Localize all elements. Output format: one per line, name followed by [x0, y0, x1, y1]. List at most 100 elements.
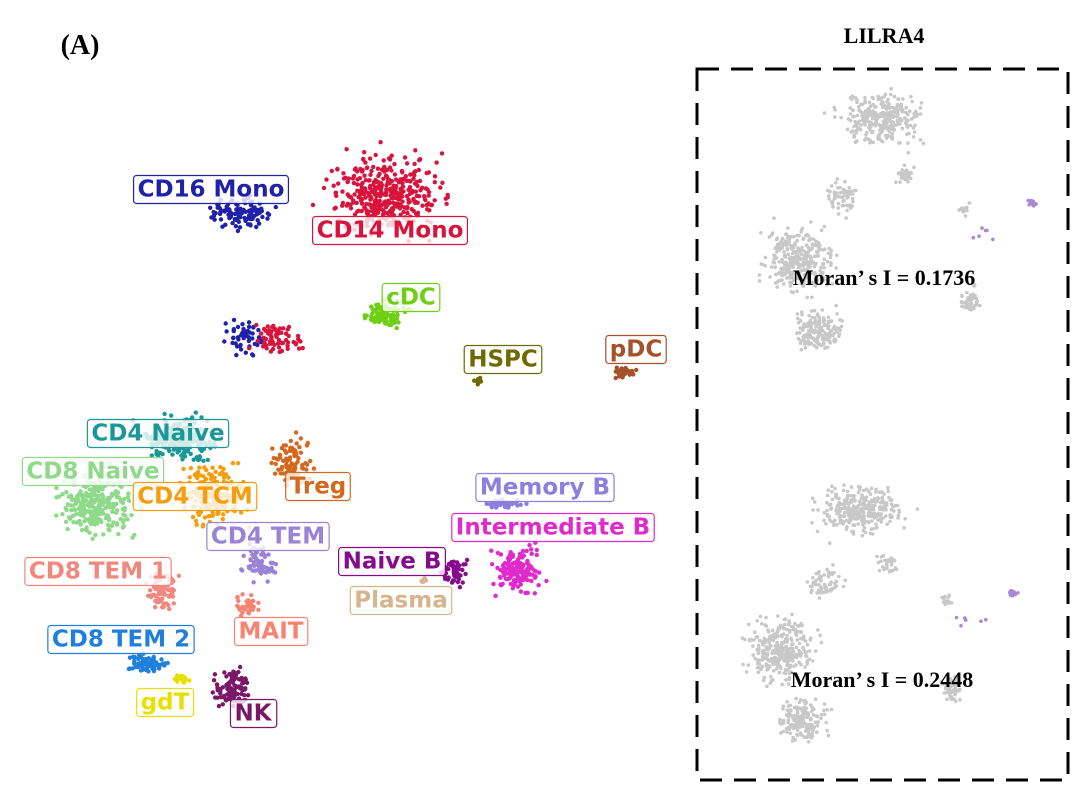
- cell-dot: [156, 596, 161, 602]
- cell-dot: [616, 371, 621, 376]
- cell-dot: [255, 338, 260, 344]
- cell-dot: [297, 445, 302, 450]
- cell-dot: [246, 335, 251, 340]
- cell-dot: [854, 123, 858, 127]
- cell-dot: [833, 486, 837, 491]
- cell-dot: [836, 212, 841, 216]
- cell-dot: [382, 199, 387, 205]
- cell-dot: [308, 458, 313, 464]
- cell-dot: [510, 554, 515, 559]
- cell-dot: [64, 490, 69, 495]
- cell-dot: [977, 234, 981, 238]
- cell-dot: [821, 316, 826, 320]
- cell-dot: [830, 489, 834, 494]
- cell-dot: [243, 209, 248, 214]
- cell-dot: [345, 179, 350, 185]
- cell-dot: [849, 517, 854, 522]
- cell-dot: [746, 622, 751, 627]
- cell-dot: [959, 207, 964, 211]
- cluster-label: CD4 TCM: [132, 481, 258, 512]
- cell-dot: [774, 667, 779, 671]
- cell-dot: [289, 461, 294, 466]
- cell-dot: [434, 160, 439, 165]
- cell-dot: [275, 341, 281, 346]
- cell-dot: [385, 311, 390, 316]
- cell-dot: [405, 204, 410, 210]
- cell-dot: [887, 114, 892, 118]
- cell-dot: [769, 265, 774, 269]
- cell-dot: [463, 562, 468, 567]
- cell-dot: [882, 113, 887, 117]
- cell-dot: [126, 498, 132, 503]
- cell-dot: [222, 339, 227, 344]
- cell-dot: [785, 663, 790, 668]
- cell-dot: [534, 547, 539, 553]
- cell-dot: [151, 655, 156, 661]
- cell-dot: [802, 647, 806, 652]
- cell-dot: [824, 720, 829, 725]
- cell-dot: [506, 505, 511, 510]
- cell-dot: [216, 510, 221, 515]
- cell-dot: [785, 730, 789, 734]
- cell-dot: [136, 656, 141, 661]
- cell-dot: [365, 165, 370, 170]
- cell-dot: [848, 106, 852, 110]
- cell-dot: [363, 178, 368, 183]
- cell-dot: [850, 204, 854, 208]
- cell-dot: [372, 319, 378, 325]
- cell-dot: [845, 127, 850, 132]
- cell-dot: [880, 125, 885, 130]
- cell-dot: [451, 578, 456, 583]
- cell-dot: [167, 606, 172, 612]
- cell-dot: [345, 201, 350, 206]
- cell-dot: [493, 593, 498, 598]
- cell-dot: [392, 161, 397, 167]
- cell-dot: [489, 562, 495, 567]
- cell-dot: [521, 577, 526, 582]
- cell-dot: [855, 100, 859, 105]
- cell-dot: [96, 488, 101, 494]
- cell-dot: [277, 455, 283, 460]
- cell-dot: [768, 644, 772, 648]
- cell-dot: [780, 257, 784, 262]
- cell-dot: [508, 568, 513, 573]
- cell-dot: [755, 665, 760, 670]
- cell-dot: [847, 185, 851, 190]
- cell-dot: [432, 180, 437, 185]
- cell-dot: [159, 662, 165, 667]
- cell-dot: [99, 500, 104, 505]
- cell-dot: [757, 273, 762, 277]
- cell-dot: [776, 629, 780, 633]
- cell-dot: [157, 450, 163, 455]
- cell-dot: [859, 102, 863, 107]
- cell-dot: [855, 126, 860, 130]
- cell-dot: [140, 664, 145, 669]
- cell-dot: [118, 497, 124, 502]
- cell-dot: [783, 658, 788, 663]
- cell-dot: [793, 627, 797, 632]
- cell-dot: [406, 200, 411, 205]
- cell-dot: [991, 237, 995, 242]
- cell-dot: [793, 621, 797, 626]
- cell-dot: [818, 331, 822, 336]
- cell-dot: [241, 553, 246, 558]
- cell-dot: [832, 324, 837, 329]
- cell-dot: [771, 260, 776, 264]
- cell-dot: [227, 207, 232, 212]
- cell-dot: [782, 262, 787, 267]
- cell-dot: [378, 140, 383, 145]
- cell-dot: [781, 706, 785, 711]
- cell-dot: [445, 195, 450, 200]
- cell-dot: [779, 245, 784, 250]
- cell-dot: [788, 255, 793, 260]
- cell-dot: [362, 313, 367, 318]
- cell-dot: [890, 105, 895, 110]
- cell-dot: [902, 163, 907, 167]
- cell-dot: [912, 130, 917, 134]
- cell-dot: [80, 506, 86, 512]
- cell-dot: [878, 507, 882, 512]
- cell-dot: [782, 250, 786, 254]
- cell-dot: [877, 132, 882, 136]
- cell-dot: [132, 658, 137, 664]
- cell-dot: [176, 573, 182, 578]
